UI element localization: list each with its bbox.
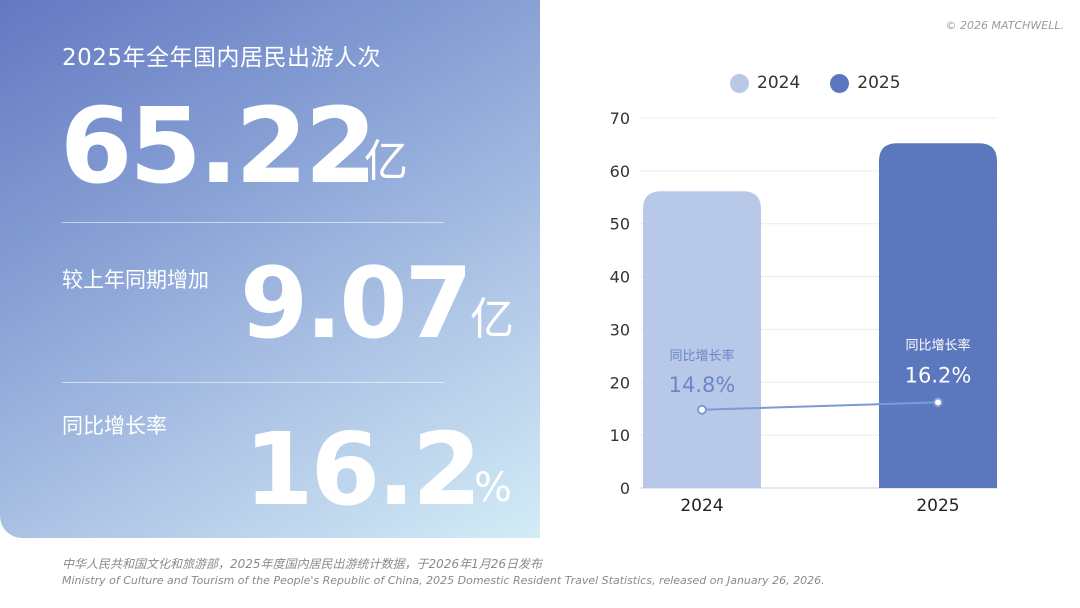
legend-swatch-2025 xyxy=(830,73,850,93)
y-tick-label: 50 xyxy=(610,215,630,234)
growth-rate-point xyxy=(697,404,707,415)
legend-label-2024: 2024 xyxy=(757,73,801,93)
hero-panel: 2025年全年国内居民出游人次 65.22 亿 较上年同期增加 9.07 亿 同… xyxy=(0,0,540,538)
y-tick-label: 0 xyxy=(620,479,630,498)
total-trips-value: 65.22 xyxy=(60,85,377,207)
chart-legend: 2024 2025 xyxy=(730,73,901,93)
y-tick-label: 70 xyxy=(610,109,630,128)
total-trips-unit: 亿 xyxy=(364,136,408,187)
y-tick-label: 60 xyxy=(610,162,630,181)
divider-top xyxy=(62,222,444,223)
increase-unit: 亿 xyxy=(470,294,514,345)
growth-value: 16.2 xyxy=(244,411,482,528)
growth-rate-point xyxy=(933,397,943,408)
growth-label: 同比增长率 xyxy=(62,414,167,438)
y-tick-label: 30 xyxy=(610,320,630,339)
bar-2024 xyxy=(643,191,761,488)
increase-label: 较上年同期增加 xyxy=(62,268,209,292)
bar-2025 xyxy=(879,143,997,488)
source-note-en: Ministry of Culture and Tourism of the P… xyxy=(62,574,825,587)
growth-rate-label: 同比增长率 xyxy=(669,348,734,364)
x-tick-label: 2024 xyxy=(680,496,723,516)
divider-bottom xyxy=(62,382,444,383)
copyright-notice: © 2026 MATCHWELL. xyxy=(945,19,1064,32)
hero-title: 2025年全年国内居民出游人次 xyxy=(62,45,382,71)
growth-rate-line xyxy=(701,401,939,411)
legend-item-2025: 2025 xyxy=(830,73,901,93)
y-tick-label: 10 xyxy=(610,426,630,445)
growth-rate-label: 同比增长率 xyxy=(905,337,970,353)
growth-unit: % xyxy=(474,465,513,511)
y-tick-label: 40 xyxy=(610,268,630,287)
y-tick-label: 20 xyxy=(610,373,630,392)
legend-label-2025: 2025 xyxy=(857,73,901,93)
x-tick-label: 2025 xyxy=(916,496,959,516)
legend-swatch-2024 xyxy=(730,73,749,93)
increase-value: 9.07 xyxy=(240,247,473,361)
growth-rate-value: 16.2% xyxy=(905,363,972,387)
growth-rate-value: 14.8% xyxy=(669,373,736,397)
source-note-cn: 中华人民共和国文化和旅游部，2025年度国内居民出游统计数据，于2026年1月2… xyxy=(62,557,542,571)
legend-item-2024: 2024 xyxy=(730,73,800,93)
